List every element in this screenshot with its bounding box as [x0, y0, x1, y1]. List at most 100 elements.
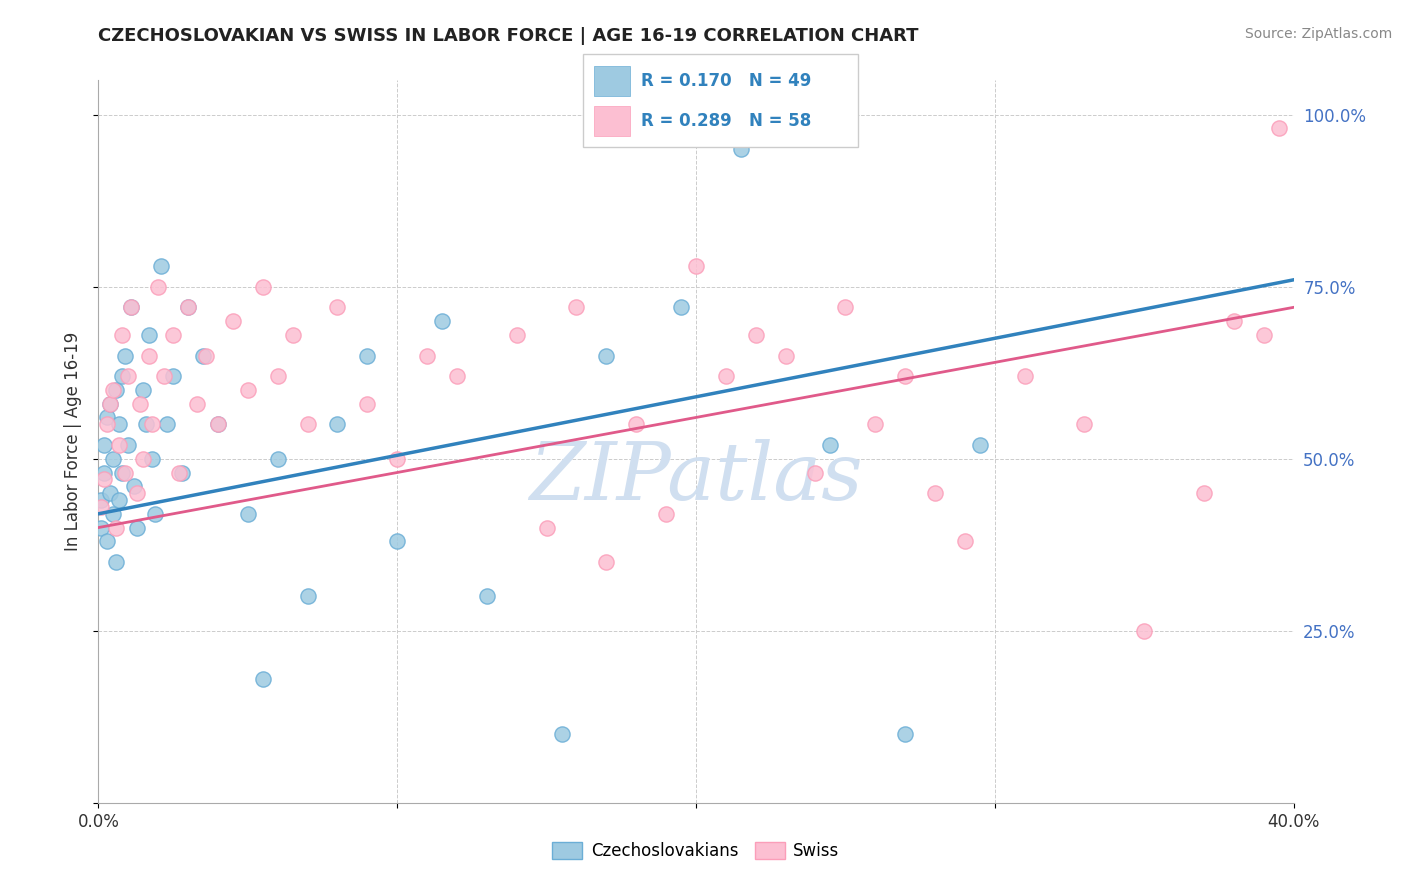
Point [820, 438, 842, 452]
Point [153, 369, 176, 384]
Point [167, 466, 190, 480]
Point [1133, 624, 1156, 638]
Bar [595, 106, 630, 136]
Point [669, 301, 692, 315]
Point [207, 417, 229, 432]
Point [267, 451, 290, 466]
Point [111, 369, 134, 384]
Point [93, 466, 115, 480]
Point [132, 451, 155, 466]
Legend: Czechoslovakians, Swiss: Czechoslovakians, Swiss [546, 835, 846, 867]
Point [177, 301, 200, 315]
Point [135, 417, 157, 432]
Point [172, 466, 194, 480]
Point [953, 534, 976, 549]
Point [108, 493, 131, 508]
Point [105, 555, 128, 569]
Point [162, 369, 184, 384]
Point [120, 301, 142, 315]
Point [186, 397, 208, 411]
Point [1014, 369, 1036, 384]
Point [93, 438, 115, 452]
Point [93, 472, 115, 486]
Point [536, 520, 558, 534]
Point [127, 520, 149, 534]
Point [1267, 121, 1289, 136]
Point [114, 349, 136, 363]
Point [105, 520, 128, 534]
Point [595, 349, 617, 363]
Point [326, 417, 349, 432]
Point [356, 397, 378, 411]
Point [565, 301, 588, 315]
Point [117, 438, 139, 452]
Point [90, 520, 112, 534]
Point [162, 327, 184, 342]
Point [894, 727, 917, 741]
Point [103, 383, 125, 397]
Point [1253, 327, 1275, 342]
Point [195, 349, 218, 363]
Point [385, 451, 409, 466]
Point [114, 466, 136, 480]
Text: ZIPatlas: ZIPatlas [529, 439, 863, 516]
Point [156, 417, 179, 432]
Point [138, 327, 160, 342]
Point [506, 327, 529, 342]
Point [141, 451, 163, 466]
Text: R = 0.289   N = 58: R = 0.289 N = 58 [641, 112, 811, 130]
Point [385, 534, 409, 549]
Point [252, 672, 274, 686]
Point [730, 142, 752, 156]
Point [236, 507, 259, 521]
Point [141, 417, 163, 432]
Point [108, 417, 131, 432]
Point [150, 259, 173, 273]
Point [191, 349, 214, 363]
Point [1223, 314, 1246, 328]
Point [96, 534, 118, 549]
Point [714, 369, 737, 384]
Point [865, 417, 887, 432]
Bar [595, 66, 630, 95]
Point [103, 451, 125, 466]
Point [550, 727, 572, 741]
Point [655, 507, 678, 521]
Text: CZECHOSLOVAKIAN VS SWISS IN LABOR FORCE | AGE 16-19 CORRELATION CHART: CZECHOSLOVAKIAN VS SWISS IN LABOR FORCE … [98, 27, 920, 45]
Point [90, 493, 112, 508]
Point [685, 259, 707, 273]
Text: Source: ZipAtlas.com: Source: ZipAtlas.com [1244, 27, 1392, 41]
Point [297, 590, 319, 604]
Point [745, 327, 768, 342]
Point [177, 301, 200, 315]
Point [111, 466, 134, 480]
Point [98, 397, 122, 411]
Point [207, 417, 229, 432]
Point [775, 349, 797, 363]
Point [894, 369, 917, 384]
Point [267, 369, 290, 384]
Point [138, 349, 160, 363]
Point [356, 349, 378, 363]
Y-axis label: In Labor Force | Age 16-19: In Labor Force | Age 16-19 [65, 332, 83, 551]
Point [804, 466, 827, 480]
Point [326, 301, 349, 315]
Point [120, 301, 142, 315]
Point [281, 327, 304, 342]
FancyBboxPatch shape [583, 54, 858, 147]
Point [127, 486, 149, 500]
Point [236, 383, 259, 397]
Point [111, 327, 134, 342]
Point [132, 383, 155, 397]
Point [148, 279, 170, 293]
Point [96, 410, 118, 425]
Point [969, 438, 991, 452]
Point [124, 479, 146, 493]
Point [416, 349, 439, 363]
Point [1073, 417, 1095, 432]
Point [626, 417, 648, 432]
Point [1192, 486, 1215, 500]
Point [446, 369, 468, 384]
Point [103, 507, 125, 521]
Point [117, 369, 139, 384]
